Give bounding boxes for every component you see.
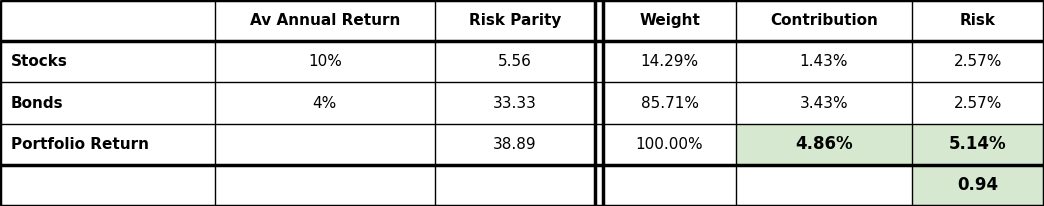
Bar: [911, 0, 1044, 41]
Bar: [911, 82, 1044, 124]
Bar: [435, 0, 595, 41]
Bar: [435, 82, 595, 124]
Bar: [0, 0, 215, 41]
Bar: [215, 124, 435, 165]
Bar: [0, 165, 215, 206]
Text: Risk: Risk: [959, 13, 996, 28]
Bar: [603, 41, 736, 82]
Text: Bonds: Bonds: [10, 96, 64, 110]
Bar: [603, 165, 736, 206]
Text: Stocks: Stocks: [10, 54, 68, 69]
Text: 4%: 4%: [313, 96, 337, 110]
Bar: [435, 124, 595, 165]
Bar: [435, 41, 595, 82]
Bar: [0, 124, 215, 165]
Text: 85.71%: 85.71%: [641, 96, 698, 110]
Text: Portfolio Return: Portfolio Return: [10, 137, 148, 152]
Bar: [0, 41, 215, 82]
Text: 3.43%: 3.43%: [800, 96, 848, 110]
Bar: [911, 41, 1044, 82]
Bar: [911, 165, 1044, 206]
Text: 10%: 10%: [308, 54, 341, 69]
Bar: [736, 124, 911, 165]
Bar: [435, 165, 595, 206]
Bar: [736, 0, 911, 41]
Text: 14.29%: 14.29%: [641, 54, 698, 69]
Bar: [603, 124, 736, 165]
Bar: [736, 165, 911, 206]
Text: 4.86%: 4.86%: [794, 135, 853, 153]
Bar: [215, 165, 435, 206]
Text: Risk Parity: Risk Parity: [469, 13, 561, 28]
Text: Weight: Weight: [639, 13, 701, 28]
Text: 2.57%: 2.57%: [954, 96, 1002, 110]
Bar: [736, 41, 911, 82]
Text: 0.94: 0.94: [957, 176, 998, 194]
Text: 1.43%: 1.43%: [800, 54, 848, 69]
Bar: [603, 82, 736, 124]
Text: Contribution: Contribution: [769, 13, 878, 28]
Bar: [215, 82, 435, 124]
Text: Av Annual Return: Av Annual Return: [250, 13, 400, 28]
Bar: [215, 0, 435, 41]
Bar: [736, 82, 911, 124]
Text: 33.33: 33.33: [493, 96, 537, 110]
Bar: [603, 0, 736, 41]
Bar: [0, 82, 215, 124]
Bar: [215, 41, 435, 82]
Text: 2.57%: 2.57%: [954, 54, 1002, 69]
Text: 5.56: 5.56: [498, 54, 531, 69]
Text: 5.14%: 5.14%: [949, 135, 1006, 153]
Bar: [911, 124, 1044, 165]
Text: 100.00%: 100.00%: [636, 137, 704, 152]
Text: 38.89: 38.89: [493, 137, 537, 152]
